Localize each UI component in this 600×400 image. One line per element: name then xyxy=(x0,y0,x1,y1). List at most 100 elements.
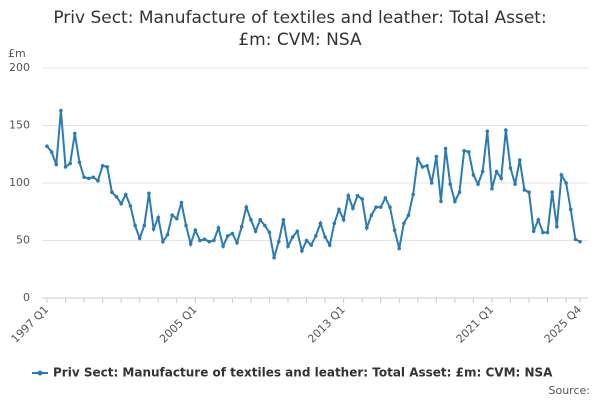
data-point xyxy=(105,165,110,169)
data-point xyxy=(142,223,147,228)
data-point xyxy=(68,161,72,166)
data-point xyxy=(244,205,249,209)
y-tick-label: 200 xyxy=(9,61,30,74)
series-line xyxy=(46,110,581,259)
y-tick-label: 150 xyxy=(9,119,30,132)
data-point xyxy=(443,146,448,151)
data-point xyxy=(351,206,355,211)
data-point xyxy=(309,243,313,247)
data-point xyxy=(369,213,374,217)
data-point xyxy=(235,241,239,245)
data-point xyxy=(216,226,221,230)
data-point xyxy=(462,149,466,153)
data-point xyxy=(327,243,332,247)
data-point xyxy=(174,216,179,221)
data-point xyxy=(439,199,443,204)
data-point xyxy=(531,229,536,234)
data-point xyxy=(281,218,286,222)
data-point xyxy=(392,228,397,232)
data-point xyxy=(295,229,300,234)
data-point xyxy=(541,230,545,235)
data-point xyxy=(318,221,323,226)
data-point xyxy=(86,176,91,181)
data-point xyxy=(508,166,513,170)
data-point xyxy=(429,181,434,185)
data-point xyxy=(545,230,550,235)
data-point xyxy=(485,129,490,134)
data-point xyxy=(263,223,267,228)
data-point xyxy=(147,191,151,196)
data-point xyxy=(272,255,276,260)
data-point xyxy=(110,190,114,194)
data-point xyxy=(388,205,392,209)
data-point xyxy=(453,199,457,204)
data-point xyxy=(494,169,499,174)
data-point xyxy=(114,195,119,199)
x-tick-label: 2021 Q1 xyxy=(454,303,497,346)
data-point xyxy=(360,197,364,201)
data-point xyxy=(91,175,96,180)
x-tick-label: 1997 Q1 xyxy=(9,303,52,346)
data-point xyxy=(517,158,522,162)
y-tick-label: 50 xyxy=(16,234,30,247)
data-point xyxy=(522,188,527,192)
data-point xyxy=(304,238,309,243)
data-point xyxy=(402,221,406,226)
data-point xyxy=(434,154,439,159)
data-point xyxy=(499,176,504,181)
data-point xyxy=(96,178,100,183)
data-point xyxy=(323,235,327,239)
data-point xyxy=(45,144,49,148)
data-point xyxy=(249,218,253,222)
data-point xyxy=(536,218,541,222)
data-point xyxy=(550,190,554,194)
data-point xyxy=(476,182,480,186)
data-point xyxy=(59,108,63,113)
data-point xyxy=(555,224,559,229)
data-point xyxy=(198,238,202,243)
y-tick-label: 100 xyxy=(9,176,30,189)
chart-title: Priv Sect: Manufacture of textiles and l… xyxy=(53,8,546,50)
data-point xyxy=(457,190,462,194)
data-point xyxy=(179,200,184,205)
data-point xyxy=(513,182,517,186)
data-point xyxy=(212,238,216,243)
data-point xyxy=(230,231,235,236)
data-point xyxy=(119,201,123,206)
data-point xyxy=(258,218,263,222)
data-point xyxy=(188,242,193,246)
data-point xyxy=(559,173,564,177)
data-point xyxy=(267,230,272,235)
x-tick-label: 2005 Q1 xyxy=(157,303,200,346)
data-point xyxy=(100,163,105,168)
data-point xyxy=(276,239,281,244)
data-point xyxy=(49,150,54,154)
data-point xyxy=(355,193,360,198)
data-point xyxy=(123,192,128,197)
data-point xyxy=(239,224,244,229)
data-point xyxy=(480,169,485,174)
data-point xyxy=(202,237,207,242)
data-point xyxy=(383,196,388,200)
data-point xyxy=(184,223,188,228)
data-point xyxy=(490,186,494,191)
data-point xyxy=(471,173,476,177)
data-point xyxy=(341,218,346,222)
legend-marker xyxy=(37,370,43,376)
data-point xyxy=(466,150,471,154)
data-point xyxy=(332,221,337,226)
data-point xyxy=(504,128,508,132)
data-point xyxy=(425,163,429,168)
data-point xyxy=(365,226,369,230)
data-point xyxy=(290,235,295,239)
data-point xyxy=(63,165,68,169)
data-point xyxy=(54,162,59,167)
data-point xyxy=(133,223,137,228)
data-point xyxy=(346,193,351,198)
data-point xyxy=(82,175,86,180)
data-point xyxy=(568,207,573,212)
data-point xyxy=(300,249,304,253)
data-point xyxy=(193,228,198,232)
data-point xyxy=(151,227,156,231)
